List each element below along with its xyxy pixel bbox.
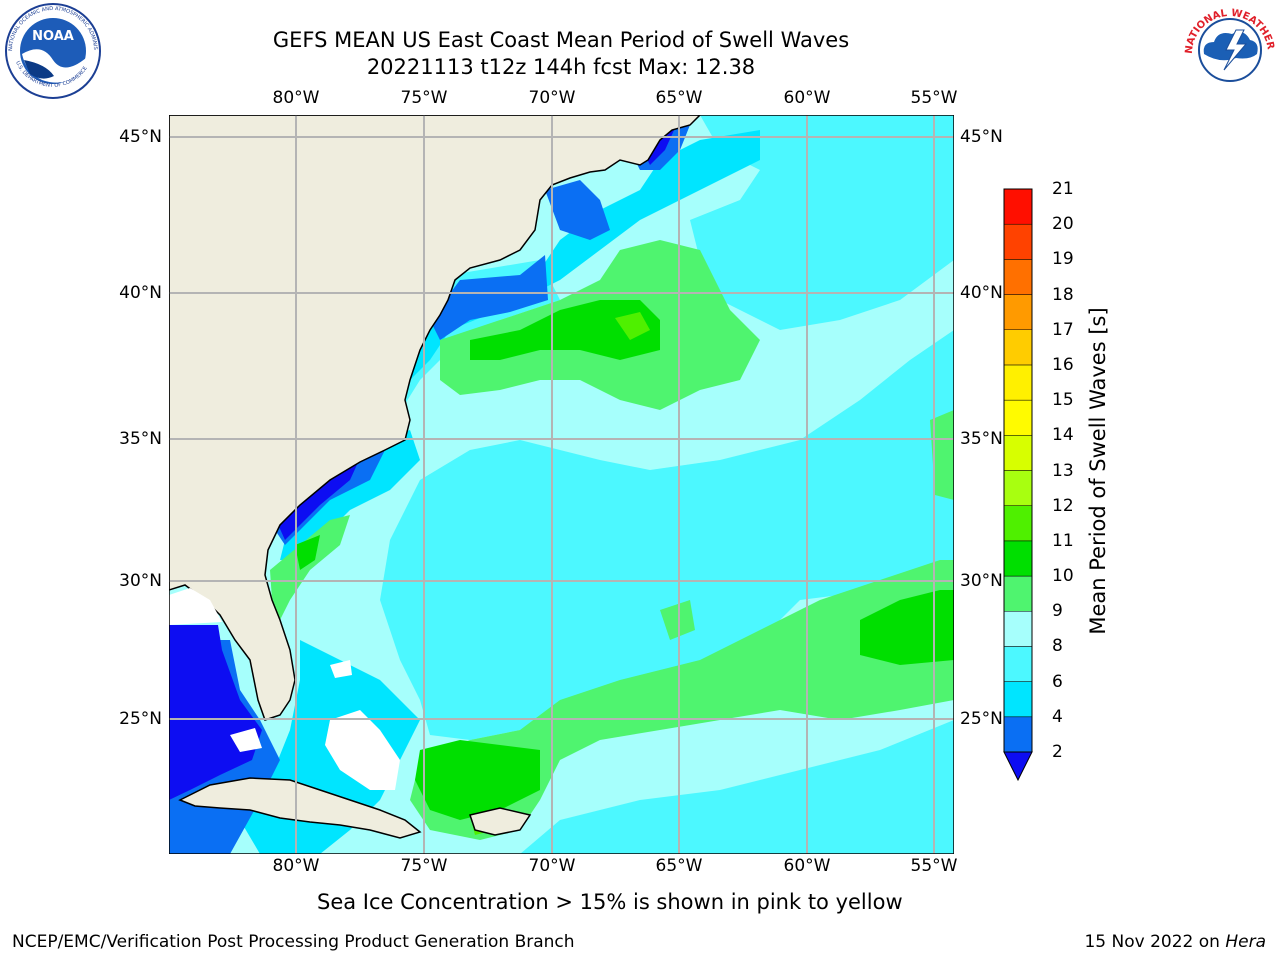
lon-label-bottom: 70°W (528, 856, 576, 876)
swell-region-2-4 (545, 180, 610, 240)
noaa-logo-text: NOAA (32, 29, 74, 44)
chart-subtitle: 20221113 t12z 144h fcst Max: 12.38 (366, 55, 756, 79)
swell-region-4-6 (400, 130, 760, 380)
colorbar-tick-label: 16 (1052, 354, 1074, 375)
lon-label-bottom: 60°W (783, 856, 831, 876)
lat-label-right: 35°N (960, 429, 1003, 449)
swell-region-10-11 (470, 300, 660, 360)
lat-label-right: 45°N (960, 127, 1003, 147)
graticule (169, 115, 954, 854)
land-mass (169, 115, 702, 721)
swell-region-lt2 (169, 625, 262, 800)
swell-region-4-6 (280, 430, 420, 560)
lat-label-left: 25°N (119, 709, 162, 729)
colorbar-segment (1003, 294, 1033, 330)
colorbar-segment (1003, 364, 1033, 401)
colorbar-segment (1003, 681, 1033, 718)
swell-region-10-11 (295, 535, 320, 570)
colorbar-tick-label: 20 (1052, 214, 1074, 235)
colorbar-tick-label: 11 (1052, 530, 1074, 551)
colorbar-segment (1003, 716, 1033, 753)
lon-label-top: 70°W (528, 88, 576, 108)
colorbar (1003, 188, 1033, 782)
swell-region-6-8 (380, 330, 954, 740)
colorbar-segment (1003, 470, 1033, 506)
colorbar-segment (1003, 259, 1033, 295)
colorbar-tick-label: 9 (1052, 601, 1063, 622)
lat-label-right: 40°N (960, 283, 1003, 303)
colorbar-segment (1003, 223, 1033, 260)
run-date-text: 15 Nov 2022 on (1084, 932, 1226, 952)
swell-region-6-8 (520, 720, 954, 854)
colorbar-tick-label: 17 (1052, 319, 1074, 340)
colorbar-frame (1003, 188, 1033, 753)
producer-credit: NCEP/EMC/Verification Post Processing Pr… (12, 932, 575, 952)
swell-region-2-4 (430, 255, 548, 340)
colorbar-tick-label: 14 (1052, 425, 1074, 446)
colorbar-segment (1003, 329, 1033, 366)
swell-region-6-8 (690, 115, 954, 330)
swell-region-10-11 (860, 590, 954, 665)
no-data-area (325, 710, 400, 790)
lat-label-left: 35°N (119, 429, 162, 449)
land-cuba (178, 777, 422, 839)
lon-label-top: 65°W (655, 88, 703, 108)
colorbar-segment (1003, 540, 1033, 577)
lat-label-left: 45°N (119, 127, 162, 147)
lon-label-bottom: 75°W (400, 856, 448, 876)
sea-ice-note: Sea Ice Concentration > 15% is shown in … (317, 890, 903, 914)
lat-label-right: 25°N (960, 709, 1003, 729)
lat-label-left: 30°N (119, 571, 162, 591)
lon-label-top: 75°W (400, 88, 448, 108)
swell-region-9-10 (660, 600, 695, 640)
lon-label-top: 55°W (910, 88, 958, 108)
swell-region-9-10 (410, 560, 954, 840)
run-date: 15 Nov 2022 on Hera (1084, 932, 1266, 952)
colorbar-tick-label: 10 (1052, 566, 1074, 587)
colorbar-tick-label: 13 (1052, 460, 1074, 481)
colorbar-tick-label: 15 (1052, 390, 1074, 411)
colorbar-segment (1003, 575, 1033, 612)
nws-logo-icon: NATIONAL WEATHER SERVICE (1180, 0, 1277, 97)
colorbar-tick-label: 12 (1052, 495, 1074, 516)
machine-name: Hera (1225, 932, 1266, 952)
colorbar-tick-label: 4 (1052, 706, 1063, 727)
lat-label-right: 30°N (960, 571, 1003, 591)
swell-region-9-10 (930, 410, 954, 500)
swell-period-map (169, 115, 954, 854)
lat-label-left: 40°N (119, 283, 162, 303)
no-data-area (230, 728, 262, 752)
colorbar-tick-label: 21 (1052, 179, 1074, 199)
lon-label-top: 60°W (783, 88, 831, 108)
swell-region-10-11 (415, 740, 540, 820)
no-data-area (169, 588, 222, 625)
chart-title: GEFS MEAN US East Coast Mean Period of S… (272, 28, 850, 52)
lon-label-bottom: 80°W (272, 856, 320, 876)
colorbar-segment (1003, 611, 1033, 647)
swell-region-9-10 (270, 515, 350, 620)
colorbar-segment (1003, 399, 1033, 436)
colorbar-tick-label: 6 (1052, 671, 1063, 692)
colorbar-label: Mean Period of Swell Waves [s] (1086, 307, 1110, 635)
lon-label-bottom: 55°W (910, 856, 958, 876)
lon-label-bottom: 65°W (655, 856, 703, 876)
colorbar-segment (1003, 435, 1033, 471)
land-hispaniola (469, 807, 532, 836)
swell-region-11-12 (615, 312, 650, 340)
colorbar-tick-label: 19 (1052, 249, 1074, 270)
noaa-logo-icon: NOAA NATIONAL OCEANIC AND ATMOSPHERIC AD… (2, 2, 101, 99)
colorbar-tick-label: 18 (1052, 284, 1074, 305)
no-data-area (330, 660, 352, 678)
colorbar-segment (1003, 188, 1033, 225)
lon-label-top: 80°W (272, 88, 320, 108)
colorbar-segment (1003, 505, 1033, 542)
colorbar-segment (1003, 646, 1033, 682)
colorbar-tick-label: 8 (1052, 636, 1063, 657)
colorbar-extend-arrow (1003, 751, 1033, 782)
colorbar-tick-label: 2 (1052, 742, 1063, 762)
